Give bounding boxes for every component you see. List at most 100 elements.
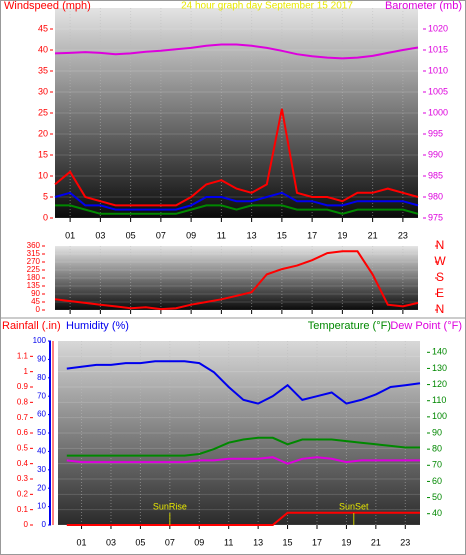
series-line — [54, 43, 419, 60]
y-tick-label: 100 — [33, 336, 47, 345]
y-tick-label: 10 — [37, 502, 46, 511]
plot-area — [58, 341, 420, 525]
y-tick-label: 30 — [37, 465, 46, 474]
y-tick-label: 30 — [38, 86, 48, 96]
y-tick-label: 130 — [432, 363, 447, 373]
y-tick-label: 45 — [38, 23, 48, 33]
axis-title: Temperature (°F) — [308, 320, 391, 332]
y-tick-label: 90 — [432, 427, 442, 437]
y-tick-label: 360 — [27, 241, 41, 250]
x-tick-label: 05 — [126, 230, 136, 240]
y-tick-label: 70 — [37, 391, 46, 400]
x-tick-label: 11 — [224, 537, 233, 547]
x-tick-label: 15 — [277, 230, 287, 240]
y-tick-label: 110 — [432, 395, 446, 405]
y-tick-label: 0.3 — [17, 474, 29, 483]
annotation: SunSet — [339, 501, 369, 511]
y-tick-label: 1005 — [428, 86, 448, 96]
y-tick-label: 40 — [432, 508, 442, 518]
axis-title: Barometer (mb) — [385, 0, 462, 12]
y-tick-label: 20 — [38, 128, 48, 138]
y-tick-label: S — [436, 270, 444, 284]
x-tick-label: 19 — [341, 537, 351, 547]
y-tick-label: 45 — [31, 297, 40, 306]
y-tick-label: 980 — [428, 191, 443, 201]
series-line — [54, 250, 419, 311]
y-tick-label: 120 — [432, 379, 447, 389]
y-tick-label: 140 — [432, 347, 447, 357]
y-tick-label: 90 — [37, 355, 46, 364]
y-tick-label: 80 — [37, 373, 46, 382]
y-tick-label: 60 — [37, 410, 46, 419]
y-tick-label: 0.4 — [17, 459, 29, 468]
y-tick-label: 0 — [36, 305, 41, 314]
y-tick-label: 0 — [42, 520, 47, 529]
x-tick-label: 13 — [247, 230, 257, 240]
y-tick-label: 1010 — [428, 65, 448, 75]
y-tick-label: 70 — [432, 460, 442, 470]
y-tick-label: 225 — [27, 265, 41, 274]
x-tick-label: 23 — [398, 230, 408, 240]
series-line — [66, 360, 421, 405]
x-tick-label: 05 — [135, 537, 145, 547]
y-tick-label: 20 — [37, 483, 46, 492]
x-tick-label: 09 — [194, 537, 204, 547]
plot-area — [55, 246, 418, 310]
y-tick-label: 0.2 — [17, 489, 29, 498]
y-tick-label: 0.1 — [17, 505, 29, 514]
x-tick-label: 03 — [106, 537, 116, 547]
x-tick-label: 21 — [371, 537, 381, 547]
y-tick-label: 180 — [27, 273, 41, 282]
y-tick-label: 40 — [37, 447, 46, 456]
plot-area — [55, 8, 418, 218]
y-tick-label: 135 — [27, 281, 41, 290]
x-tick-label: 03 — [95, 230, 105, 240]
y-tick-label: N — [436, 238, 445, 252]
y-tick-label: 1.1 — [17, 351, 29, 360]
y-tick-label: 5 — [43, 191, 48, 201]
y-tick-label: 50 — [37, 428, 46, 437]
y-tick-label: 985 — [428, 170, 443, 180]
axis-title: Humidity (%) — [66, 320, 129, 332]
axis-title: Windspeed (mph) — [4, 0, 91, 12]
y-tick-label: 990 — [428, 149, 443, 159]
y-tick-label: 0 — [24, 520, 29, 529]
x-tick-label: 01 — [65, 230, 75, 240]
x-tick-label: 07 — [165, 537, 175, 547]
y-tick-label: 50 — [432, 492, 442, 502]
y-tick-label: E — [436, 286, 444, 300]
y-tick-label: 15 — [38, 149, 48, 159]
x-tick-label: 21 — [368, 230, 378, 240]
y-tick-label: 90 — [31, 289, 40, 298]
y-tick-label: 975 — [428, 212, 443, 222]
x-tick-label: 13 — [253, 537, 263, 547]
series-line — [54, 191, 419, 211]
y-tick-label: 0.7 — [17, 413, 29, 422]
y-tick-label: 315 — [27, 249, 41, 258]
y-tick-label: 0.8 — [17, 397, 29, 406]
y-tick-label: 0.5 — [17, 443, 29, 452]
x-tick-label: 11 — [217, 230, 226, 240]
y-tick-label: 0.6 — [17, 428, 29, 437]
x-tick-label: 15 — [283, 537, 293, 547]
y-tick-label: 1015 — [428, 44, 448, 54]
series-line — [66, 436, 420, 457]
y-tick-label: 60 — [432, 476, 442, 486]
x-tick-label: 17 — [307, 230, 317, 240]
y-tick-label: N — [436, 302, 445, 316]
y-tick-label: W — [434, 254, 446, 268]
y-tick-label: 35 — [38, 65, 48, 75]
y-tick-label: 1020 — [428, 23, 448, 33]
series-line — [66, 456, 420, 465]
series-line — [54, 108, 419, 207]
x-tick-label: 23 — [400, 537, 410, 547]
legend-label: Dew Point (°F) — [390, 320, 462, 332]
y-tick-label: 80 — [432, 444, 442, 454]
x-tick-label: 07 — [156, 230, 166, 240]
y-tick-label: 995 — [428, 128, 443, 138]
annotation: SunRise — [153, 501, 187, 511]
series-line — [55, 204, 419, 215]
axis-title: Rainfall (.in) — [2, 320, 61, 332]
